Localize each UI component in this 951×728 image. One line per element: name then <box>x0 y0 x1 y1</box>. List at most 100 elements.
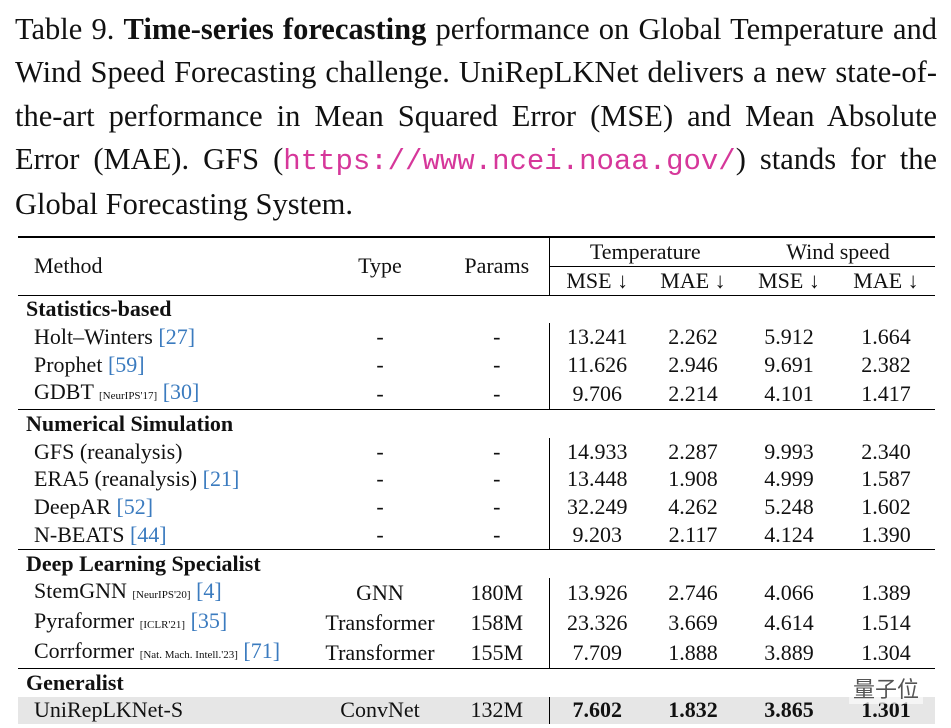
metric-value: 4.262 <box>668 494 718 520</box>
header-metric: MAE ↓ <box>645 266 741 296</box>
type: - <box>376 494 384 520</box>
method: GDBT <box>34 378 94 404</box>
method: Pyraformer <box>34 607 135 633</box>
header-params: Params <box>445 237 550 296</box>
params: - <box>445 521 550 550</box>
metric-value: 2.287 <box>668 438 718 464</box>
type: - <box>376 522 384 548</box>
venue: [NeurIPS'17] <box>99 389 158 402</box>
venue: [NeurIPS'20] <box>132 588 191 601</box>
metric-value: 1.514 <box>861 609 911 635</box>
method: DeepAR <box>34 494 111 520</box>
data-row: ERA5 (reanalysis) [21] - -13.448 1.908 4.999… <box>18 465 935 494</box>
data-row: GFS (reanalysis) - -14.933 2.287 9.993 2.340 <box>18 437 935 466</box>
params: - <box>445 437 550 466</box>
method-cell: ERA5 (reanalysis) [21] <box>18 466 315 494</box>
data-row: N-BEATS [44] - -9.203 2.117 4.124 1.390 <box>18 521 935 550</box>
metric-value: 9.691 <box>764 352 814 378</box>
header-metric: MAE ↓ <box>837 266 935 296</box>
type: - <box>376 324 384 350</box>
metric-value: 4.101 <box>764 380 814 406</box>
group-name: Generalist <box>18 667 935 697</box>
params: - <box>445 323 550 352</box>
results-table: Method Type Params Temperature Wind spee… <box>18 236 935 725</box>
method-cell: UniRepLKNet-S <box>18 696 315 725</box>
header-metric: MSE ↓ <box>549 266 645 296</box>
caption-bold: Time-series forecasting <box>123 12 427 46</box>
citation: [59] <box>107 352 145 378</box>
metric-value: 1.602 <box>861 494 911 520</box>
metric-value: 13.241 <box>567 324 628 350</box>
venue: [Nat. Mach. Intell.'23] <box>139 648 238 661</box>
caption-tail: ) stands for the Global Forecasting Syst… <box>15 141 937 222</box>
metric-value: 3.865 <box>741 696 837 725</box>
metric-value: 1.664 <box>861 324 911 350</box>
citation: [4] <box>196 577 222 603</box>
group-name: Numerical Simulation <box>18 408 935 438</box>
metric-value: 9.203 <box>572 522 623 548</box>
metric-value: 1.888 <box>668 639 718 665</box>
params: 158M <box>445 607 550 638</box>
type: - <box>376 352 384 378</box>
type: - <box>376 466 384 492</box>
metric-value: 1.390 <box>861 522 911 548</box>
data-row: StemGNN [NeurIPS'20] [4] GNN 180M 13.926 2.7… <box>18 577 935 608</box>
method-cell: DeepAR [52] <box>18 493 315 521</box>
method: StemGNN <box>34 577 127 603</box>
method: Corrformer <box>34 637 135 663</box>
type: ConvNet <box>315 696 445 725</box>
group-name: Statistics-based <box>18 294 935 324</box>
params: 132M <box>445 696 550 725</box>
type: - <box>376 438 384 464</box>
metric-value: 3.669 <box>668 609 718 635</box>
metric-value: 1.908 <box>668 466 718 492</box>
header-group: Temperature <box>549 237 741 267</box>
metric-value: 1.832 <box>645 696 741 725</box>
metric-value: 2.214 <box>668 380 718 406</box>
header-group: Wind speed <box>741 237 935 267</box>
method: ERA5 (reanalysis) <box>34 466 198 492</box>
metric-value: 13.926 <box>567 579 628 605</box>
type: Transformer <box>325 609 435 635</box>
method: UniRepLKNet-S <box>34 697 184 723</box>
caption-label: Table 9. <box>15 12 115 46</box>
metric-value: 5.248 <box>764 494 814 520</box>
metric-value: 7.709 <box>572 639 623 665</box>
venue: [ICLR'21] <box>139 618 186 631</box>
citation: [71] <box>243 637 281 663</box>
metric-value: 7.602 <box>549 696 645 725</box>
metric-value: 1.389 <box>861 579 911 605</box>
metric-value: 4.614 <box>764 609 814 635</box>
group-row: Deep Learning Specialist <box>18 548 935 578</box>
citation: [52] <box>116 494 154 520</box>
params: - <box>445 351 550 379</box>
caption: Table 9. Time-series forecasting perform… <box>15 8 937 226</box>
metric-value: 2.946 <box>668 352 718 378</box>
method-cell: Pyraformer [ICLR'21] [35] <box>18 608 315 638</box>
metric-value: 9.706 <box>572 380 623 406</box>
params: - <box>445 378 550 410</box>
metric-value: 14.933 <box>567 438 628 464</box>
params: 180M <box>445 577 550 608</box>
params: - <box>445 465 550 494</box>
metric-value: 1.587 <box>861 466 911 492</box>
citation: [27] <box>158 324 196 350</box>
method-cell: N-BEATS [44] <box>18 521 315 549</box>
metric-value: 11.626 <box>567 352 628 378</box>
method: GFS (reanalysis) <box>34 438 183 464</box>
caption-url[interactable]: https://www.ncei.noaa.gov/ <box>283 144 736 178</box>
params: - <box>445 493 550 522</box>
method: Holt–Winters <box>34 324 153 350</box>
metric-value: 2.746 <box>668 579 718 605</box>
metric-value: 13.448 <box>567 466 628 492</box>
method: N-BEATS <box>34 522 125 548</box>
metric-value: 5.912 <box>764 324 814 350</box>
metric-value: 32.249 <box>567 494 628 520</box>
citation: [44] <box>129 522 167 548</box>
watermark: 量子位 <box>848 672 923 704</box>
header-type: Type <box>315 237 445 296</box>
data-row: Pyraformer [ICLR'21] [35] Transformer 158M… <box>18 607 935 638</box>
group-row: Numerical Simulation <box>18 408 935 438</box>
method-cell: Prophet [59] <box>18 351 315 379</box>
